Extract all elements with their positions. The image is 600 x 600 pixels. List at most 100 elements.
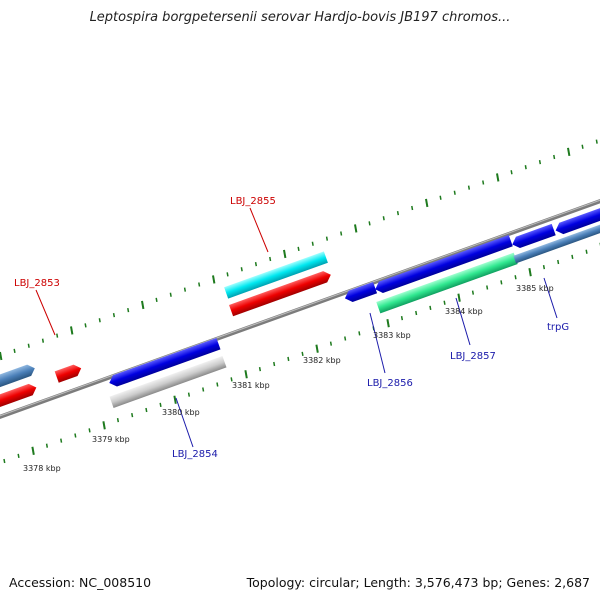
chromosome-backbone-highlight — [0, 199, 600, 417]
minor-tick — [325, 236, 329, 241]
minor-tick — [240, 267, 243, 272]
outer-tick-dots — [0, 139, 598, 361]
minor-tick — [595, 139, 598, 144]
minor-tick — [116, 418, 120, 423]
minor-tick — [486, 285, 489, 290]
minor-tick — [415, 310, 418, 316]
feature-blue-long[interactable] — [373, 234, 513, 295]
major-tick — [244, 370, 248, 379]
gene-label-lbj2853[interactable]: LBJ_2853 — [14, 278, 60, 289]
minor-tick — [3, 458, 6, 464]
minor-tick — [17, 453, 20, 459]
tick-label: 3384 kbp — [445, 307, 483, 316]
minor-tick — [411, 205, 414, 211]
minor-tick — [27, 343, 30, 348]
major-tick — [141, 300, 145, 310]
minor-tick — [273, 361, 276, 367]
minor-tick — [301, 351, 304, 356]
major-tick — [31, 446, 35, 455]
leader-lbj2853 — [35, 289, 56, 336]
minor-tick — [443, 300, 446, 305]
tick-label: 3379 kbp — [92, 435, 130, 444]
feature-red-left[interactable] — [0, 382, 38, 423]
feature-blue-lbj2856-small[interactable] — [343, 281, 378, 304]
feature-cyan-lbj2855[interactable] — [224, 251, 328, 299]
minor-tick — [269, 256, 272, 262]
tick-label: 3383 kbp — [373, 331, 411, 340]
major-tick — [212, 275, 216, 284]
tick-label: 3378 kbp — [23, 464, 61, 473]
minor-tick — [500, 280, 503, 285]
feature-red-small[interactable] — [54, 363, 84, 383]
feature-gray[interactable] — [109, 356, 227, 408]
feature-green-lbj2857[interactable] — [376, 252, 518, 314]
feature-blue-lbj2854[interactable] — [107, 338, 221, 389]
major-tick — [496, 173, 500, 182]
minor-tick — [183, 287, 187, 292]
minor-tick — [311, 241, 314, 246]
minor-tick — [145, 407, 148, 413]
feature-blue-right-2[interactable] — [554, 201, 600, 236]
feature-steel-trpg[interactable] — [513, 219, 600, 264]
feature-blue-right-1[interactable] — [510, 223, 556, 250]
minor-tick — [226, 272, 229, 277]
minor-tick — [581, 144, 584, 149]
minor-tick — [159, 402, 162, 407]
major-tick — [457, 293, 461, 302]
minor-tick — [254, 262, 258, 267]
leader-lbj2857 — [455, 297, 471, 346]
feature-steel-left[interactable] — [0, 363, 37, 401]
minor-tick — [329, 341, 333, 346]
minor-tick — [368, 221, 371, 226]
minor-tick — [198, 282, 201, 287]
minor-tick — [84, 323, 87, 328]
minor-tick — [13, 348, 16, 354]
minor-tick — [400, 315, 404, 321]
minor-tick — [98, 318, 101, 323]
minor-tick — [131, 412, 134, 418]
minor-tick — [74, 433, 77, 438]
minor-tick — [382, 216, 385, 221]
gene-label-lbj2856[interactable]: LBJ_2856 — [367, 378, 413, 389]
major-tick — [315, 344, 319, 353]
feature-red-lbj2855[interactable] — [229, 269, 333, 317]
minor-tick — [344, 336, 347, 341]
gene-label-trpg[interactable]: trpG — [547, 322, 569, 333]
chromosome-backbone — [0, 199, 600, 419]
inner-tick-dots — [3, 242, 600, 464]
tick-label: 3381 kbp — [232, 381, 270, 390]
minor-tick — [155, 297, 158, 302]
minor-tick — [453, 190, 456, 195]
gene-label-lbj2855[interactable]: LBJ_2855 — [230, 196, 276, 207]
minor-tick — [230, 377, 233, 382]
minor-tick — [258, 367, 262, 372]
major-tick — [0, 351, 3, 361]
major-tick — [354, 224, 358, 233]
minor-tick — [216, 382, 219, 387]
minor-tick — [127, 307, 130, 313]
tick-label: 3385 kbp — [516, 284, 554, 293]
minor-tick — [358, 331, 361, 336]
gene-label-lbj2857[interactable]: LBJ_2857 — [450, 351, 496, 362]
minor-tick — [482, 180, 485, 185]
major-tick — [528, 268, 532, 277]
major-tick — [173, 395, 177, 404]
minor-tick — [542, 264, 546, 270]
tick-label: 3380 kbp — [162, 408, 200, 417]
minor-tick — [514, 275, 517, 280]
minor-tick — [60, 438, 63, 443]
minor-tick — [340, 231, 343, 236]
minor-tick — [396, 210, 400, 216]
gene-labels: LBJ_2853 LBJ_2855 LBJ_2854 LBJ_2856 LBJ_… — [14, 196, 569, 460]
major-tick — [70, 326, 74, 335]
minor-tick — [187, 392, 191, 397]
leader-trpg — [543, 277, 558, 319]
minor-tick — [467, 185, 471, 190]
major-tick — [102, 421, 106, 430]
minor-tick — [439, 195, 442, 200]
minor-tick — [510, 170, 513, 175]
gene-label-lbj2854[interactable]: LBJ_2854 — [172, 449, 218, 460]
minor-tick — [553, 154, 556, 160]
accession-text: Accession: NC_008510 — [9, 575, 152, 590]
